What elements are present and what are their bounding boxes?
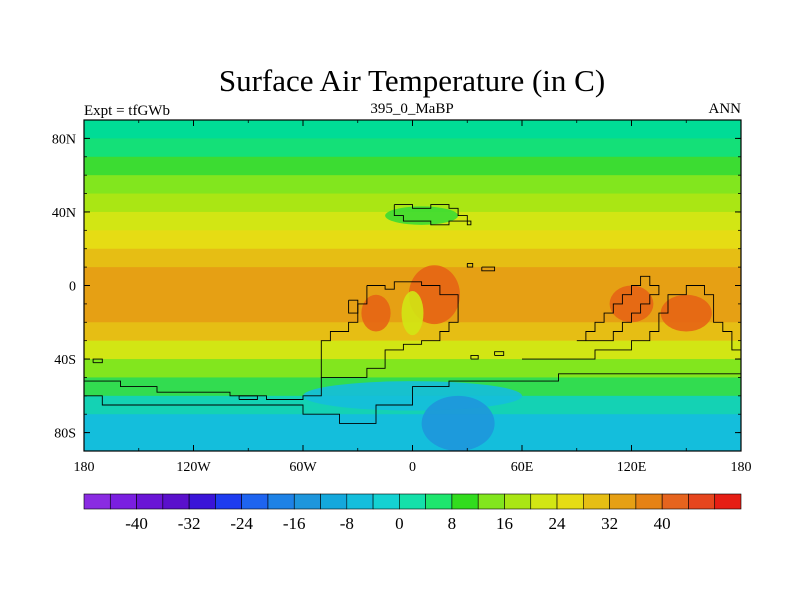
coastline-7	[576, 275, 660, 342]
temperature-band-7	[84, 248, 741, 268]
colorbar-swatch-11	[372, 493, 400, 510]
lat-tick-label-0: 80N	[52, 132, 76, 147]
temperature-anomaly-2	[609, 285, 654, 323]
coastline-6	[522, 285, 741, 360]
coastline-1	[466, 220, 472, 226]
lon-tick-label-0: 180	[74, 460, 95, 475]
colorbar-swatch-6	[241, 493, 269, 510]
colorbar-swatch-1	[109, 493, 137, 510]
colorbar-swatch-13	[425, 493, 453, 510]
colorbar-swatch-24	[714, 493, 742, 510]
temperature-anomaly-7	[421, 395, 495, 451]
lon-tick-label-4: 60E	[511, 460, 534, 475]
lon-tick-label-3: 0	[409, 460, 416, 475]
colorbar-label-3: -16	[283, 514, 306, 533]
temperature-band-0	[84, 120, 741, 139]
temperature-field	[84, 120, 741, 451]
colorbar-label-4: -8	[340, 514, 354, 533]
colorbar-swatch-20	[609, 493, 637, 510]
colorbar-swatch-9	[320, 493, 348, 510]
temperature-band-4	[84, 193, 741, 213]
colorbar-swatch-10	[346, 493, 374, 510]
temperature-band-3	[84, 175, 741, 195]
colorbar-label-0: -40	[125, 514, 148, 533]
colorbar-swatch-8	[293, 493, 321, 510]
colorbar-swatch-12	[399, 493, 426, 510]
colorbar-swatch-4	[188, 493, 216, 510]
lat-tick-label-1: 40N	[52, 206, 76, 221]
coastline-3	[348, 299, 359, 314]
colorbar-swatch-14	[451, 493, 479, 510]
coastline-8	[470, 354, 479, 360]
colorbar-label-9: 32	[601, 514, 618, 533]
lat-tick-label-4: 80S	[54, 427, 76, 442]
colorbar-label-6: 8	[448, 514, 457, 533]
coastline-11	[238, 395, 258, 400]
colorbar-swatch-17	[530, 493, 558, 510]
lat-tick-label-3: 40S	[54, 353, 76, 368]
temperature-band-1	[84, 138, 741, 158]
period-label: 395_0_MaBP	[370, 101, 453, 117]
temperature-band-11	[84, 359, 741, 378]
colorbar-swatch-15	[477, 493, 505, 510]
latitude-axis: 80N 40N 0 40S 80S	[52, 132, 741, 442]
colorbar-label-5: 0	[395, 514, 404, 533]
colorbar-swatch-23	[688, 493, 716, 510]
lon-tick-label-6: 180	[731, 460, 752, 475]
lon-tick-label-2: 60W	[289, 460, 317, 475]
temperature-anomaly-4	[401, 291, 424, 336]
temperature-anomaly-3	[660, 294, 712, 332]
colorbar-swatch-19	[583, 493, 610, 510]
coastline-10	[92, 358, 103, 364]
map-title: Surface Air Temperature (in C)	[219, 63, 605, 98]
colorbar-swatch-18	[556, 493, 584, 510]
coastline-13	[481, 266, 496, 272]
coastline-4	[84, 377, 322, 400]
colorbar-label-2: -24	[230, 514, 253, 533]
colorbar-label-7: 16	[496, 514, 513, 533]
season-label: ANN	[709, 101, 742, 117]
colorbar-swatch-3	[162, 493, 190, 510]
colorbar-label-8: 24	[549, 514, 567, 533]
lon-tick-label-5: 120E	[617, 460, 647, 475]
colorbar-swatch-5	[215, 493, 242, 510]
temperature-anomaly-0	[361, 294, 391, 332]
colorbar-swatch-2	[136, 493, 164, 510]
temperature-band-2	[84, 156, 741, 176]
colorbar-label-1: -32	[178, 514, 201, 533]
colorbar-swatch-16	[504, 493, 532, 510]
temperature-band-14	[84, 414, 741, 451]
colorbar-label-10: 40	[654, 514, 671, 533]
coastline-2	[320, 281, 459, 378]
colorbar-swatch-22	[661, 493, 689, 510]
experiment-label: Expt = tfGWb	[84, 103, 170, 119]
coastline-5	[84, 373, 741, 424]
temperature-band-6	[84, 230, 741, 250]
longitude-axis: 180 120W 60W 0 60E 120E 180	[74, 120, 752, 475]
temperature-band-10	[84, 340, 741, 360]
coastline-9	[494, 351, 505, 356]
colorbar-swatch-7	[267, 493, 295, 510]
colorbar-swatch-0	[83, 493, 111, 510]
lon-tick-label-1: 120W	[176, 460, 211, 475]
lat-tick-label-2: 0	[69, 280, 76, 295]
colorbar: -40 -32 -24 -16 -8 0 8 16 24 32 40	[83, 493, 742, 533]
colorbar-swatch-21	[635, 493, 663, 510]
coastline-12	[466, 262, 474, 268]
